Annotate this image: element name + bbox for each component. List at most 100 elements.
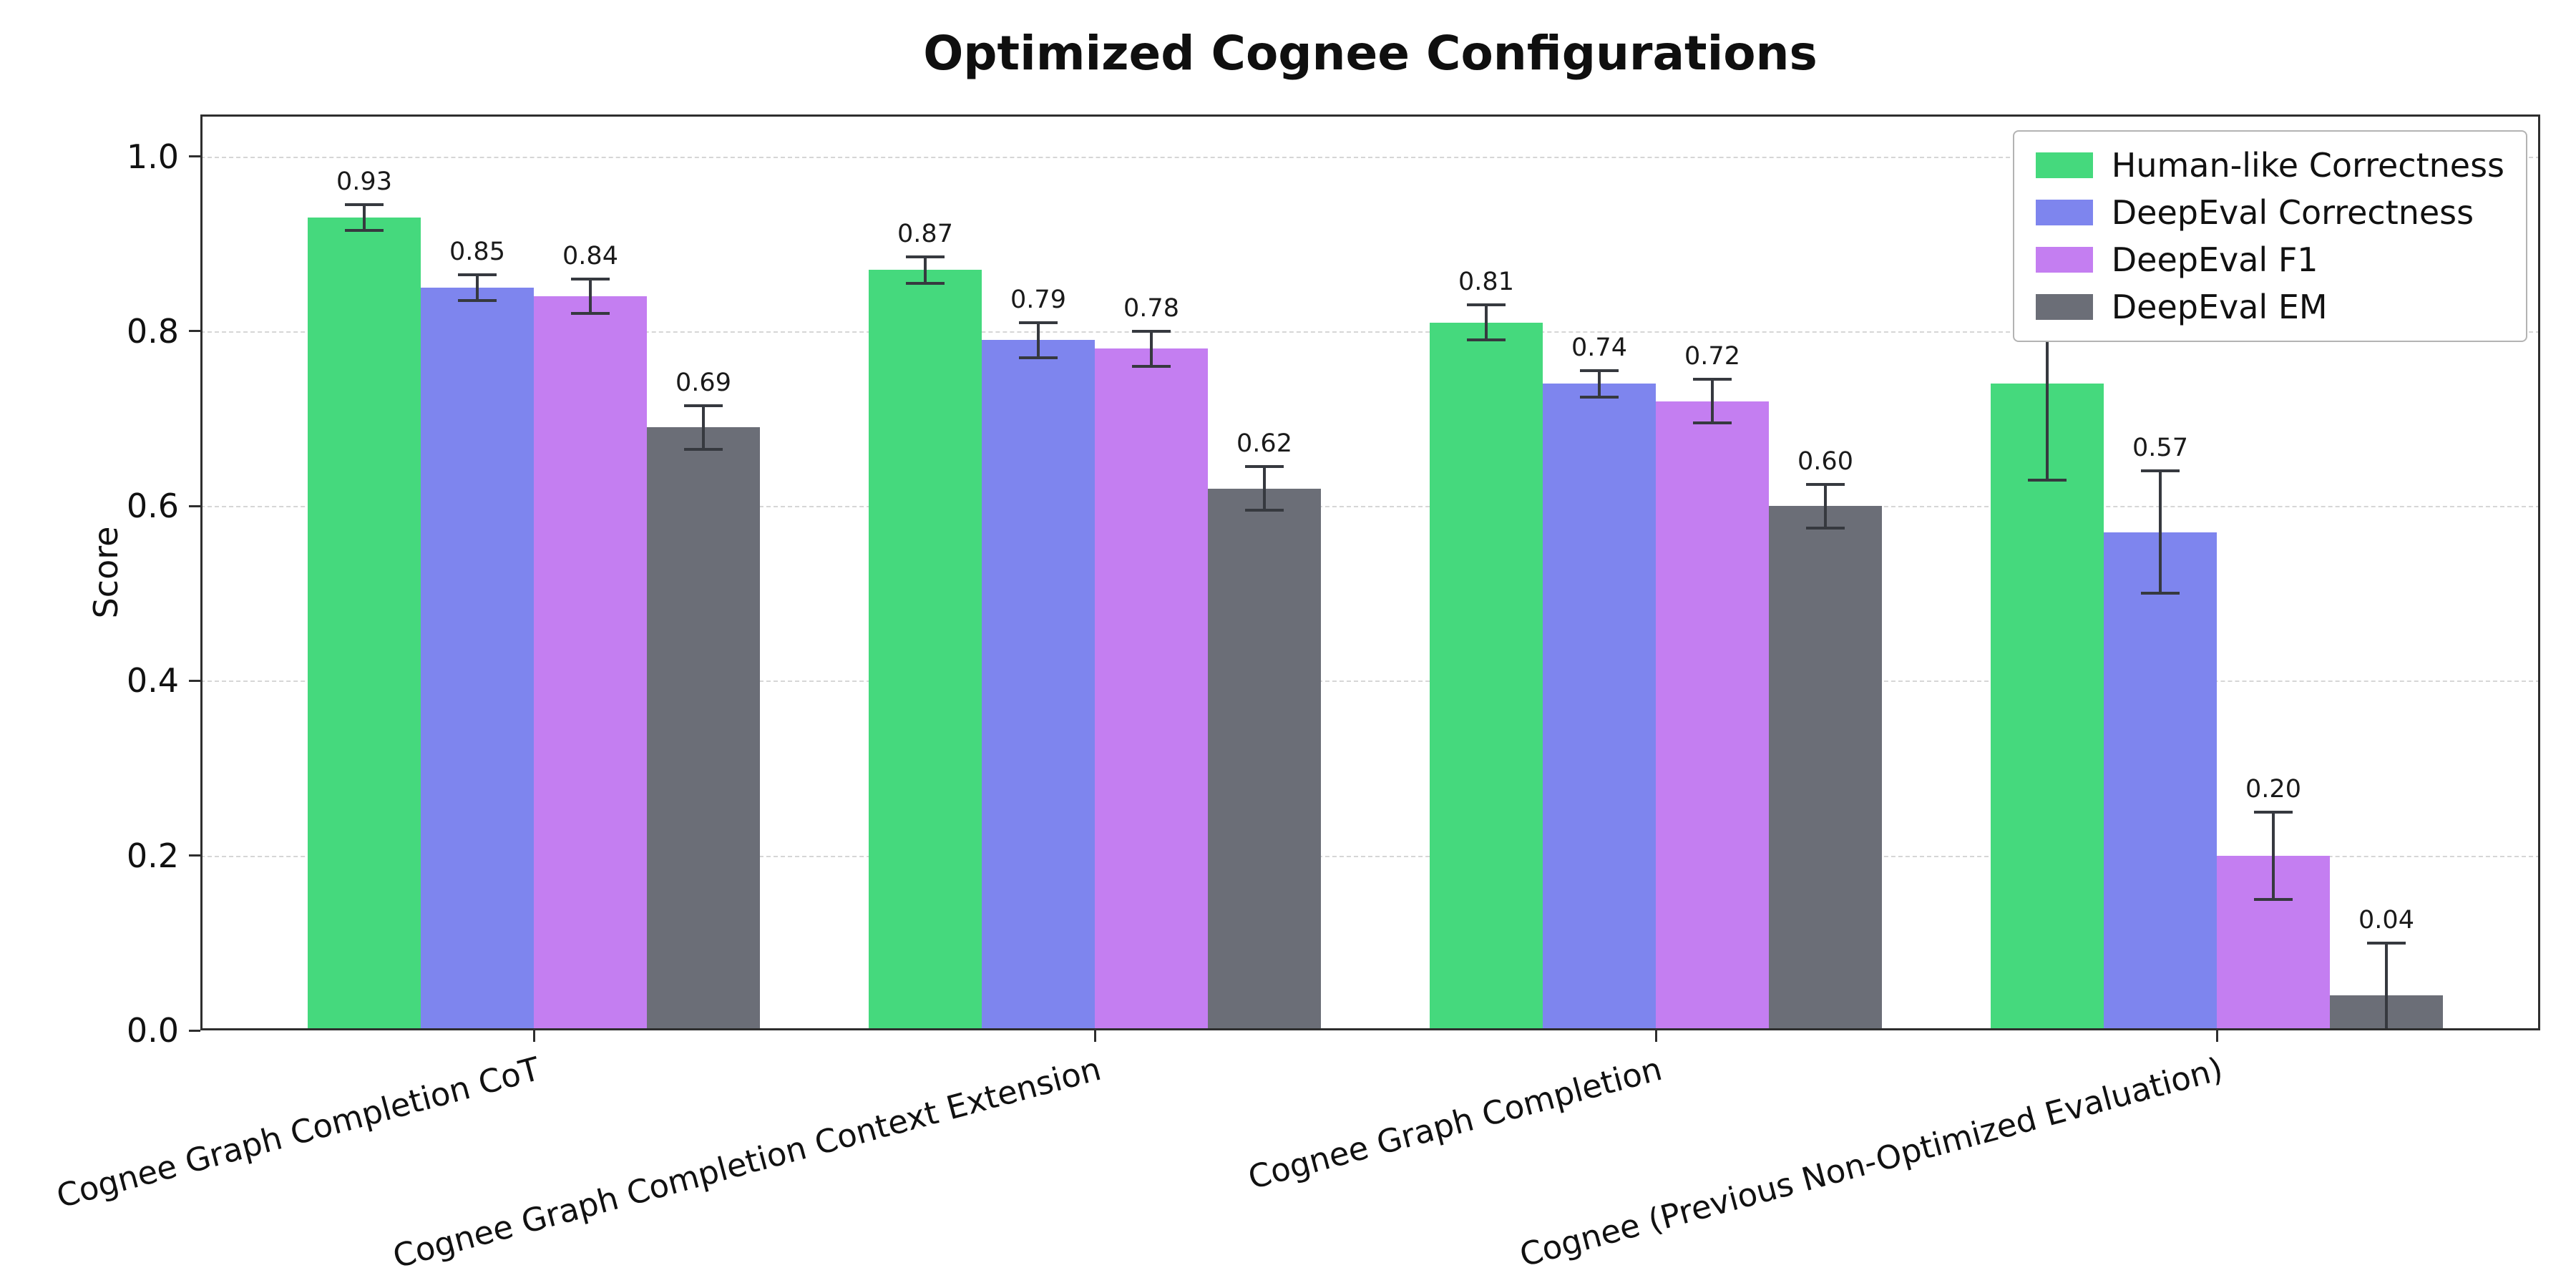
legend-item: Human-like Correctness	[2035, 146, 2504, 185]
error-bar	[1824, 484, 1827, 528]
legend-series-label: DeepEval EM	[2111, 288, 2328, 326]
bar-value-label: 0.85	[449, 237, 505, 266]
y-tick-mark	[189, 679, 200, 682]
error-bar	[1150, 331, 1153, 366]
error-bar	[1037, 322, 1040, 358]
error-bar-cap-bottom	[2028, 478, 2067, 482]
y-tick-mark	[189, 330, 200, 333]
error-bar-cap-top	[571, 277, 610, 280]
bar	[1991, 384, 2104, 1030]
gridline	[200, 680, 2540, 683]
legend-item: DeepEval EM	[2035, 288, 2504, 326]
error-bar	[363, 204, 366, 231]
legend: Human-like Correctness DeepEval Correctne…	[2012, 130, 2527, 342]
bar-value-label: 0.87	[897, 220, 953, 249]
error-bar	[2159, 471, 2162, 594]
error-bar-cap-top	[1019, 321, 1058, 324]
error-bar-cap-bottom	[1467, 338, 1506, 342]
bar	[2104, 532, 2217, 1030]
bar-value-label: 0.04	[2358, 905, 2414, 935]
bar	[647, 427, 760, 1030]
bar-value-label: 0.93	[336, 167, 392, 196]
error-bar-cap-top	[2254, 810, 2293, 814]
bar-value-label: 0.69	[675, 368, 731, 397]
error-bar-cap-bottom	[2254, 897, 2293, 901]
bar-value-label: 0.62	[1236, 429, 1292, 459]
error-bar-cap-bottom	[458, 299, 497, 303]
error-bar	[1263, 467, 1266, 511]
x-tick-label: Cognee (Previous Non-Optimized Evaluatio…	[1516, 1049, 2227, 1274]
bar-value-label: 0.81	[1458, 268, 1514, 297]
y-tick-mark	[189, 854, 200, 857]
error-bar-cap-top	[458, 273, 497, 276]
error-bar-cap-bottom	[1580, 395, 1619, 399]
x-tick-mark	[2215, 1030, 2218, 1042]
bar-value-label: 0.74	[1571, 333, 1627, 362]
x-tick-mark	[532, 1030, 535, 1042]
bar-value-label: 0.57	[2132, 434, 2188, 463]
error-bar	[1711, 379, 1714, 424]
legend-swatch	[2035, 152, 2093, 178]
legend-series-label: DeepEval F1	[2111, 240, 2318, 279]
chart-title: Optimized Cognee Configurations	[923, 26, 1818, 81]
bar-value-label: 0.72	[1684, 342, 1740, 371]
bar	[308, 218, 421, 1030]
error-bar-cap-top	[1467, 303, 1506, 307]
error-bar	[1485, 305, 1488, 341]
error-bar-cap-bottom	[1693, 421, 1732, 425]
error-bar-cap-bottom	[1806, 526, 1845, 530]
error-bar-cap-top	[1693, 378, 1732, 381]
error-bar-cap-top	[1580, 369, 1619, 372]
bar	[1769, 506, 1882, 1030]
error-bar-cap-top	[1132, 329, 1171, 333]
bar	[1095, 348, 1208, 1030]
bar-value-label: 0.84	[562, 241, 618, 270]
y-axis-label: Score	[87, 526, 125, 619]
error-bar-cap-top	[906, 255, 945, 259]
error-bar	[702, 405, 705, 449]
error-bar	[1598, 370, 1601, 397]
legend-item: DeepEval F1	[2035, 240, 2504, 279]
error-bar-cap-top	[684, 404, 723, 407]
legend-series-label: Human-like Correctness	[2111, 146, 2504, 185]
bar	[982, 340, 1095, 1030]
y-tick-label: 0.0	[126, 1011, 179, 1050]
error-bar-cap-bottom	[2141, 592, 2180, 595]
error-bar	[589, 278, 592, 314]
y-tick-label: 0.4	[126, 661, 179, 701]
error-bar-cap-top	[1245, 465, 1284, 469]
bar	[421, 287, 534, 1030]
error-bar-cap-bottom	[906, 281, 945, 285]
y-tick-label: 0.6	[126, 487, 179, 526]
bar-value-label: 0.20	[2245, 774, 2301, 804]
error-bar-cap-top	[1806, 482, 1845, 486]
error-bar	[476, 274, 479, 301]
bar	[1543, 384, 1656, 1030]
error-bar-cap-bottom	[1019, 356, 1058, 359]
gridline	[200, 156, 2540, 158]
y-tick-mark	[189, 1029, 200, 1032]
bar-value-label: 0.78	[1123, 293, 1179, 323]
gridline	[200, 855, 2540, 857]
x-tick-mark	[1093, 1030, 1096, 1042]
gridline	[200, 331, 2540, 333]
bar-value-label: 0.60	[1797, 447, 1853, 476]
y-tick-label: 0.2	[126, 836, 179, 875]
error-bar	[924, 257, 927, 283]
bar	[869, 270, 982, 1030]
plot-area: 0.930.870.810.740.850.790.740.570.840.78…	[200, 114, 2540, 1030]
gridline	[200, 506, 2540, 508]
y-tick-mark	[189, 504, 200, 507]
error-bar	[2385, 942, 2388, 1030]
error-bar-cap-top	[2141, 469, 2180, 473]
legend-swatch	[2035, 200, 2093, 225]
error-bar-cap-top	[345, 203, 384, 206]
error-bar-cap-bottom	[345, 229, 384, 233]
legend-swatch	[2035, 294, 2093, 320]
error-bar-cap-bottom	[571, 312, 610, 316]
legend-series-label: DeepEval Correctness	[2111, 193, 2474, 232]
x-tick-mark	[1654, 1030, 1657, 1042]
error-bar-cap-bottom	[1132, 364, 1171, 368]
y-tick-label: 0.8	[126, 311, 179, 351]
